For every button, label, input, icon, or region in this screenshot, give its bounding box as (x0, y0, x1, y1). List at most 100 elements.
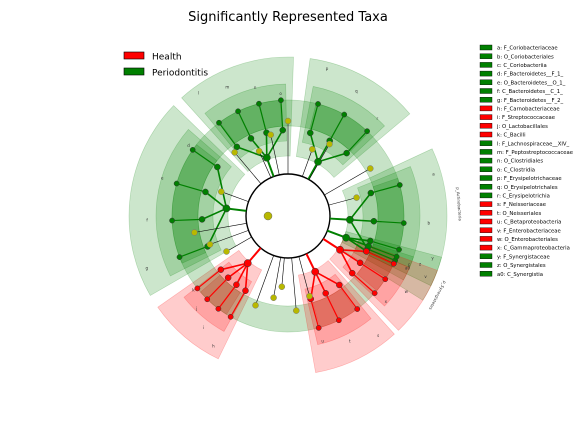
clade-branch-1-2 (227, 262, 249, 279)
taxon-node-k (217, 266, 225, 273)
branch-lines (172, 100, 404, 329)
clade-root-node-5 (342, 233, 350, 242)
key-label-e: e: O_Bacteroidetes__O_1_ (497, 80, 566, 86)
neutral-branch-7 (298, 256, 310, 297)
clade-branch-4-1 (349, 218, 374, 223)
phylum-label-0: p_Actinobacteria (455, 187, 462, 221)
taxon-node-i (233, 281, 240, 289)
clade-code-d: d (187, 143, 190, 148)
clade-branch-3-2 (317, 152, 347, 163)
clade-code-t: t (349, 339, 351, 344)
clade-root-node-4 (346, 215, 354, 224)
root-node (263, 211, 273, 221)
key-label-y: y: F_Synergistaceae (497, 254, 550, 260)
clade-sector-3-2 (309, 103, 370, 152)
clade-leaf-branch-0-0 (179, 245, 208, 258)
leaf-node-z (393, 253, 400, 260)
key-label-v: v: F_Enterobacteriaceae (497, 228, 561, 234)
clade-code-h: h (212, 343, 215, 348)
clade-code-z: z (419, 261, 421, 266)
clade-branch-2-3 (266, 129, 284, 159)
taxon-node-a (367, 189, 375, 197)
leaf-node-q (341, 111, 348, 118)
leaf-node-n (256, 100, 262, 107)
key-label-k: k: C_Bacilli (497, 133, 526, 139)
clade-leaf-branch-1-3 (197, 269, 222, 289)
key-swatch-n (479, 157, 493, 164)
clade-sector-7-0 (298, 260, 395, 373)
key-swatch-e (479, 79, 493, 86)
key-swatch-j (479, 123, 493, 129)
clade-leaf-branch-6-1 (359, 262, 386, 280)
neutral-branch-15 (221, 191, 249, 202)
clade-code-u: u (321, 338, 324, 343)
key-swatch-y (479, 253, 493, 260)
neutral-branch-13 (209, 230, 249, 245)
clade-code-j: j (195, 306, 197, 311)
clade-sector-7-1 (304, 273, 372, 345)
clade-leaf-branch-5-0 (370, 240, 400, 251)
clade-shading (128, 56, 448, 373)
leaf-node-s (354, 306, 361, 312)
leaf-node-y (396, 246, 402, 253)
neutral-node-10 (270, 294, 277, 301)
clade-sector-7-2 (312, 288, 357, 328)
leaf-node-g (176, 254, 183, 260)
key-swatch-v (479, 227, 493, 233)
clade-code-y: y (431, 256, 434, 261)
clade-leaf-branch-1-2 (206, 277, 229, 300)
key-label-z: z: O_Synergistales (497, 263, 546, 269)
neutral-node-14 (191, 229, 198, 236)
key-swatch-b (479, 53, 493, 59)
clade-branch-5-2 (345, 237, 367, 252)
clade-branch-6-0 (339, 248, 367, 253)
clade-code-b: b (427, 221, 430, 226)
key-label-q: q: O_Erysipelotrichales (497, 185, 558, 191)
clade-leaf-branch-2-1 (237, 111, 252, 139)
leaf-node-f (169, 217, 175, 224)
key-swatch-k (479, 131, 493, 138)
key-label-f: f: C_Bacteroidetes__C_1_ (497, 89, 563, 95)
leaf-node-e (173, 180, 180, 187)
key-label-u: u: C_Betaproteobacteria (497, 220, 561, 226)
leaf-node-i (215, 305, 222, 312)
taxon-node-e (202, 188, 209, 196)
clade-code-w: w (405, 289, 409, 294)
clade-sector-0-0 (128, 105, 246, 296)
chart-title: Significantly Represented Taxa (188, 10, 388, 25)
clade-leaf-branch-5-1 (368, 245, 397, 258)
neutral-branch-10 (273, 257, 282, 298)
taxon-node-h (242, 287, 249, 295)
taxon-node-s (336, 281, 343, 289)
leaf-node-w (382, 276, 389, 283)
key-swatch-r (479, 192, 493, 199)
neutral-branch-3 (302, 149, 313, 177)
key-label-g: g: F_Bacteroidetes__F_2_ (497, 98, 564, 104)
backbone-circle (245, 173, 331, 259)
key-label-m: m: F_Peptostreptococcaceae (497, 150, 573, 156)
clade-code-c: c (408, 262, 410, 267)
key-swatch-g (479, 96, 493, 103)
leaf-node-x (371, 290, 378, 296)
clade-branch-4-0 (349, 192, 372, 221)
clade-code-a0: a0 (405, 266, 410, 271)
neutral-branch-1 (270, 134, 280, 175)
key-label-j: j: O_Lactobacillales (496, 124, 548, 130)
key-swatch-x (479, 244, 493, 251)
clade-sector-1-0 (157, 249, 263, 360)
neutral-node-8 (293, 307, 300, 314)
clade-code-r: r (377, 116, 379, 121)
leaf-node-a (396, 182, 403, 188)
clade-root-node-1 (243, 259, 252, 267)
neutral-branch-6 (328, 197, 357, 206)
neutral-node-12 (223, 248, 230, 255)
key-label-x: x: C_Gammaproteobacteria (497, 246, 570, 252)
neutral-branch-5 (324, 168, 371, 196)
key-label-i: i: F_Streptococcaceae (497, 115, 555, 121)
clade-leaf-branch-3-2 (346, 130, 368, 154)
neutral-branch-0 (258, 151, 272, 178)
clade-leaf-branch-3-0 (309, 103, 319, 134)
neutral-branch-11 (255, 255, 274, 306)
neutral-node-5 (367, 165, 374, 172)
leaf-node-b (400, 220, 407, 226)
